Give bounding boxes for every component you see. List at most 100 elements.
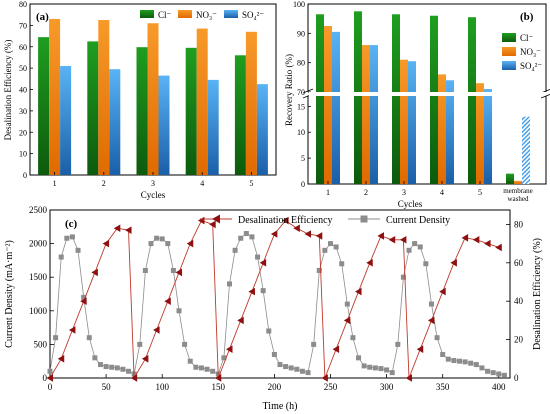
desalination-efficiency-point <box>175 268 183 277</box>
current-density-point <box>64 235 70 241</box>
legend-label-so4: SO₄²⁻ <box>520 61 542 71</box>
x-tick-label: membrane <box>503 187 533 195</box>
current-density-point <box>294 366 300 372</box>
y-tick-label: 1000 <box>29 306 48 316</box>
panel-a-x-ticks: 1 2 3 4 5 <box>53 172 253 188</box>
current-density-point <box>496 371 502 377</box>
legend-swatch-so4 <box>224 10 238 18</box>
legend-label-so4: SO₄²⁻ <box>242 10 264 20</box>
current-density-point <box>260 288 266 294</box>
bar-cl <box>430 15 438 184</box>
current-density-point <box>227 281 233 287</box>
current-density-point <box>428 301 434 307</box>
current-density-line <box>49 233 505 376</box>
y2-tick-label: 20 <box>514 335 524 345</box>
desalination-efficiency-point <box>355 287 362 296</box>
desalination-efficiency-point <box>259 259 267 267</box>
current-density-point <box>255 254 261 260</box>
desalination-efficiency-point <box>495 243 502 252</box>
x-tick-label: 4 <box>440 188 444 197</box>
current-density-point <box>457 358 463 364</box>
current-density-point <box>165 241 171 247</box>
legend-swatch-cl <box>502 33 516 42</box>
y-tick-label: 50 <box>19 64 27 73</box>
current-density-point <box>333 244 339 250</box>
desalination-efficiency-point <box>377 232 384 240</box>
y-tick-label: 10 <box>297 128 305 137</box>
y-tick-label: 0 <box>43 373 48 383</box>
x-tick-label: 3 <box>402 188 406 197</box>
bar-cl <box>468 17 476 185</box>
current-density-point <box>97 362 103 368</box>
panel-a-legend: Cl⁻ NO₃⁻ SO₄²⁻ <box>140 10 264 20</box>
current-density-point <box>361 363 367 369</box>
current-density-point <box>120 366 126 372</box>
desalination-efficiency-point <box>270 230 278 238</box>
current-density-point <box>378 366 384 372</box>
current-density-point <box>148 241 154 247</box>
current-density-point <box>210 368 216 374</box>
y-tick-label: 80 <box>19 0 27 9</box>
bar-cl <box>234 55 246 175</box>
current-density-point <box>182 341 188 347</box>
current-density-point <box>81 294 87 300</box>
desalination-efficiency-point <box>125 226 132 234</box>
y-tick-label: 2000 <box>29 239 48 249</box>
legend-swatch-so4 <box>502 61 516 70</box>
current-density-point <box>501 372 507 378</box>
axis-break-cover <box>309 92 545 96</box>
bar-cl <box>354 11 362 185</box>
desalination-efficiency-point <box>164 297 171 305</box>
bar-no3 <box>196 28 208 175</box>
y-tick-label: 30 <box>19 107 27 116</box>
panel-a-y-ticks: 0 10 20 30 40 50 60 70 80 <box>19 0 33 180</box>
current-density-point <box>440 351 446 357</box>
axis-break-mark-left-1 <box>302 88 314 94</box>
current-density-point <box>350 335 356 341</box>
current-density-point <box>176 308 182 314</box>
x-tick-label: 200 <box>268 382 282 392</box>
x-tick-label: 1 <box>53 179 57 188</box>
bar-no3 <box>514 180 522 184</box>
desalination-efficiency-point <box>461 234 469 242</box>
desalination-efficiency-point <box>472 235 480 244</box>
current-density-point <box>473 362 479 368</box>
current-density-point <box>344 301 350 307</box>
panel-a: (a) 0 10 20 30 40 50 60 70 80 1 2 3 4 5 Desalination… <box>3 0 277 200</box>
bar-so4 <box>408 61 416 185</box>
desalination-efficiency-point <box>102 239 110 248</box>
axis-break-mark-right-2 <box>540 93 550 99</box>
x-tick-label: 400 <box>492 382 506 392</box>
current-density-point <box>47 368 53 374</box>
desalination-efficiency-point <box>197 216 205 225</box>
bar-no3 <box>98 20 110 175</box>
desalination-efficiency-point <box>282 216 289 225</box>
current-density-point <box>75 247 81 253</box>
y-tick-label: 15 <box>297 102 305 111</box>
current-density-point <box>412 241 418 247</box>
panel-c-y2-label: Desalination Efficiency (%) <box>532 238 543 350</box>
current-density-point <box>193 364 199 370</box>
x-tick-label: 0 <box>48 382 53 392</box>
current-density-point <box>204 366 210 372</box>
legend-marker-desalination-icon <box>212 214 220 224</box>
current-density-point <box>92 355 98 361</box>
x-tick-label: 5 <box>478 188 482 197</box>
x-tick-label: 1 <box>326 188 330 197</box>
bar-cl <box>87 41 99 175</box>
desalination-efficiency-point <box>68 326 76 334</box>
x-tick-label: 2 <box>102 179 106 188</box>
panel-c: (c) 0 500 1000 1500 2000 2500 0 20 40 60 80 0 50 10… <box>4 205 543 412</box>
desalination-efficiency-point <box>46 374 53 382</box>
current-density-point <box>114 365 120 371</box>
x-tick-label: 350 <box>436 382 450 392</box>
panel-b-x-label: Cycles <box>398 199 423 209</box>
y-tick-label: 20 <box>19 128 27 137</box>
current-density-point <box>198 365 204 371</box>
bar-no3 <box>438 74 446 184</box>
desalination-efficiency-point <box>315 232 323 240</box>
current-density-point <box>316 267 322 273</box>
panel-b-label: (b) <box>520 11 534 23</box>
y-tick-label: 70 <box>297 88 305 97</box>
